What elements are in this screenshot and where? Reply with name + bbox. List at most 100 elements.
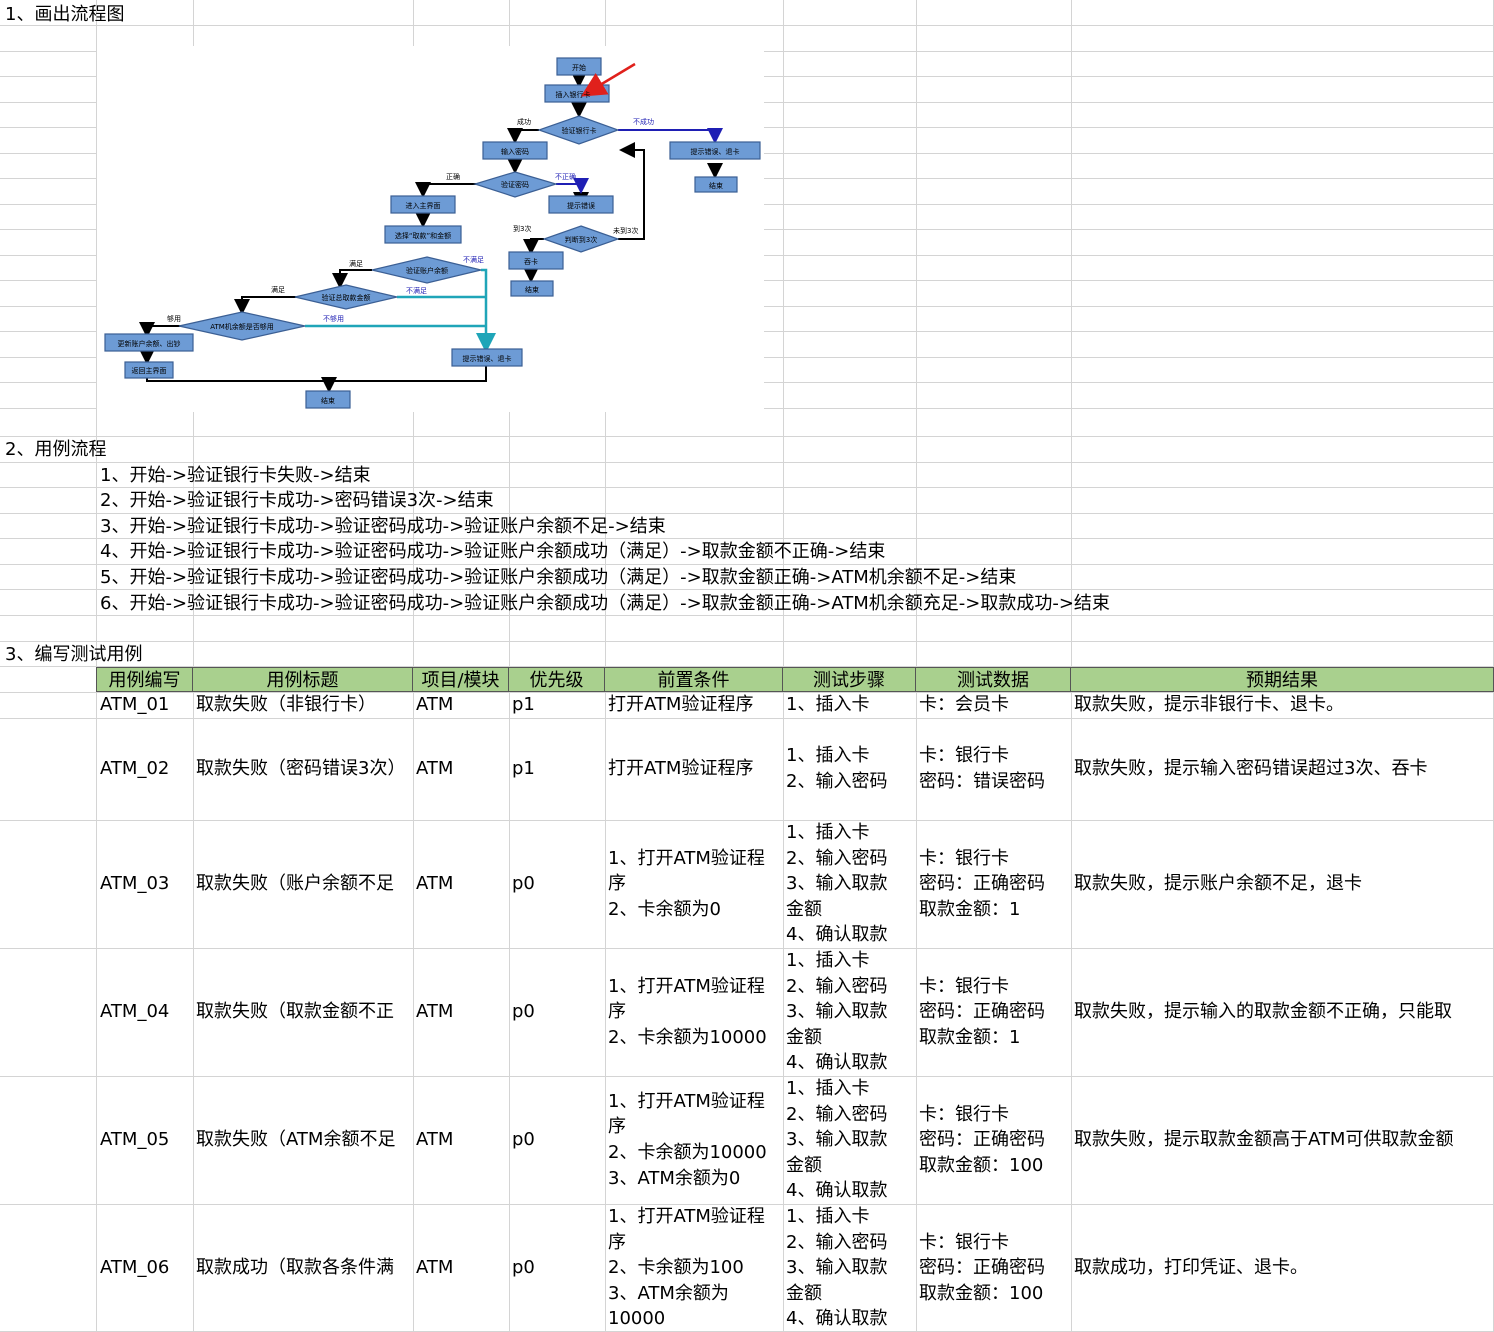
cell-precondition-line: 打开ATM验证程序: [608, 758, 754, 780]
cell-expected[interactable]: 取款失败，提示取款金额高于ATM可供取款金额: [1074, 1127, 1494, 1153]
fc-pwd-err-box: 提示错误: [567, 201, 595, 210]
cell-module-line: ATM: [416, 1129, 454, 1151]
cell-precondition-line: 2、卡余额为0: [608, 898, 721, 920]
cell-case-id[interactable]: ATM_03: [100, 871, 192, 897]
cell-case-id[interactable]: ATM_01: [100, 692, 192, 718]
cell-precondition[interactable]: 1、打开ATM验证程序 2、卡余额为10000: [608, 974, 782, 1051]
cell-steps-line: 2、输入密码: [786, 1103, 888, 1125]
cell-case-id[interactable]: ATM_05: [100, 1127, 192, 1153]
cell-priority-line: p0: [512, 1257, 535, 1279]
cell-priority-line: p1: [512, 758, 535, 780]
cell-priority[interactable]: p0: [512, 999, 604, 1025]
fc-not-reach3: 未到3次: [613, 226, 638, 235]
fc-card-success: 成功: [517, 117, 531, 126]
cell-steps-line: 3、输入取款: [786, 1257, 888, 1279]
cell-test-data[interactable]: 卡：银行卡 密码：正确密码 取款金额：1: [919, 846, 1070, 923]
cell-module[interactable]: ATM: [416, 756, 508, 782]
cell-expected[interactable]: 取款失败，提示非银行卡、退卡。: [1074, 692, 1494, 718]
cell-precondition-line: 2、卡余额为10000: [608, 1026, 767, 1048]
cell-expected[interactable]: 取款失败，提示账户余额不足，退卡: [1074, 871, 1494, 897]
cell-steps-line: 2、输入密码: [786, 975, 888, 997]
cell-case-title[interactable]: 取款失败（账户余额不足: [196, 871, 412, 897]
cell-case-id-line: ATM_02: [100, 758, 170, 780]
cell-test-data[interactable]: 卡：银行卡 密码：正确密码 取款金额：100: [919, 1102, 1070, 1179]
cell-expected-line: 取款失败，提示取款金额高于ATM可供取款金额: [1074, 1129, 1454, 1151]
cell-test-data[interactable]: 卡：银行卡 密码：正确密码 取款金额：100: [919, 1230, 1070, 1307]
cell-steps-line: 1、插入卡: [786, 950, 870, 971]
header-precondition[interactable]: 前置条件: [605, 667, 783, 692]
cell-expected-line: 取款失败，提示账户余额不足，退卡: [1074, 873, 1362, 895]
cell-case-id-line: ATM_05: [100, 1129, 170, 1151]
cell-test-data-line: 取款金额：1: [919, 898, 1021, 920]
cell-case-title[interactable]: 取款失败（非银行卡）: [196, 692, 412, 718]
cell-test-data[interactable]: 卡：银行卡 密码：正确密码 取款金额：1: [919, 974, 1070, 1051]
header-test-data[interactable]: 测试数据: [916, 667, 1071, 692]
cell-module[interactable]: ATM: [416, 692, 508, 718]
cell-steps[interactable]: 1、插入卡 2、输入密码 3、输入取款 金额 4、确认取款: [786, 1076, 915, 1204]
cell-test-data[interactable]: 卡：会员卡: [919, 692, 1070, 718]
cell-priority-line: p0: [512, 1001, 535, 1023]
cell-case-id[interactable]: ATM_04: [100, 999, 192, 1025]
cell-priority[interactable]: p0: [512, 1255, 604, 1281]
cell-steps[interactable]: 1、插入卡: [786, 692, 915, 718]
header-case-title[interactable]: 用例标题: [193, 667, 413, 692]
cell-test-data-line: 卡：银行卡: [919, 975, 1009, 997]
cell-steps[interactable]: 1、插入卡 2、输入密码 3、输入取款 金额 4、确认取款: [786, 948, 915, 1076]
header-case-id[interactable]: 用例编写: [96, 667, 193, 692]
cell-expected[interactable]: 取款失败，提示输入密码错误超过3次、吞卡: [1074, 756, 1494, 782]
cell-case-id-line: ATM_04: [100, 1001, 170, 1023]
cell-steps-line: 4、确认取款: [786, 1052, 888, 1074]
cell-case-title[interactable]: 取款失败（密码错误3次）: [196, 756, 412, 782]
cell-module[interactable]: ATM: [416, 871, 508, 897]
cell-priority-line: p0: [512, 1129, 535, 1151]
cell-precondition[interactable]: 打开ATM验证程序: [608, 692, 782, 718]
cell-steps-line: 1、插入卡: [786, 1078, 870, 1099]
cell-module-line: ATM: [416, 873, 454, 895]
cell-steps-line: 金额: [786, 1154, 822, 1176]
cell-priority[interactable]: p0: [512, 871, 604, 897]
cell-expected-line: 取款失败，提示输入的取款金额不正确，只能取: [1074, 1001, 1452, 1023]
cell-steps-line: 1、插入卡: [786, 694, 870, 716]
cell-module-line: ATM: [416, 694, 454, 716]
flow-line-6: 6、开始->验证银行卡成功->验证密码成功->验证账户余额成功（满足）->取款金…: [100, 593, 1110, 614]
header-priority[interactable]: 优先级: [509, 667, 605, 692]
cell-steps[interactable]: 1、插入卡 2、输入密码 3、输入取款 金额 4、确认取款: [786, 820, 915, 948]
header-module[interactable]: 项目/模块: [413, 667, 509, 692]
cell-case-title[interactable]: 取款失败（取款金额不正: [196, 999, 412, 1025]
header-steps[interactable]: 测试步骤: [783, 667, 916, 692]
cell-module-line: ATM: [416, 758, 454, 780]
cell-test-data-line: 卡：银行卡: [919, 1231, 1009, 1253]
cell-module[interactable]: ATM: [416, 1255, 508, 1281]
cell-expected[interactable]: 取款失败，提示输入的取款金额不正确，只能取: [1074, 999, 1494, 1025]
cell-steps-line: 3、输入取款: [786, 1129, 888, 1151]
cell-precondition[interactable]: 1、打开ATM验证程序 2、卡余额为10000 3、ATM余额为0: [608, 1089, 782, 1191]
cell-module[interactable]: ATM: [416, 999, 508, 1025]
fc-verify-total-label: 验证总取款金额: [322, 293, 371, 302]
cell-module[interactable]: ATM: [416, 1127, 508, 1153]
fc-satisfied-2: 满足: [271, 285, 285, 294]
cell-steps[interactable]: 1、插入卡 2、输入密码: [786, 743, 915, 794]
cell-priority[interactable]: p1: [512, 756, 604, 782]
cell-module-line: ATM: [416, 1257, 454, 1279]
cell-priority[interactable]: p0: [512, 1127, 604, 1153]
cell-precondition-line: 打开ATM验证程序: [608, 694, 754, 716]
cell-case-id[interactable]: ATM_02: [100, 756, 192, 782]
cell-test-data[interactable]: 卡：银行卡 密码：错误密码: [919, 743, 1070, 794]
cell-steps[interactable]: 1、插入卡 2、输入密码 3、输入取款 金额 4、确认取款: [786, 1204, 915, 1332]
cell-case-title[interactable]: 取款成功（取款各条件满: [196, 1255, 412, 1281]
cell-precondition-line: 1、打开ATM验证程: [608, 975, 765, 997]
cell-precondition[interactable]: 打开ATM验证程序: [608, 756, 782, 782]
cell-steps-line: 3、输入取款: [786, 1001, 888, 1023]
fc-pwd-wrong: 不正确: [555, 172, 576, 181]
cell-test-data-line: 密码：正确密码: [919, 1129, 1045, 1151]
cell-priority[interactable]: p1: [512, 692, 604, 718]
cell-expected[interactable]: 取款成功，打印凭证、退卡。: [1074, 1255, 1494, 1281]
cell-case-id[interactable]: ATM_06: [100, 1255, 192, 1281]
cell-case-title-line: 取款失败（账户余额不足: [196, 873, 394, 895]
cell-precondition-line: 10000: [608, 1308, 666, 1330]
cell-precondition[interactable]: 1、打开ATM验证程序 2、卡余额为100 3、ATM余额为 10000: [608, 1204, 782, 1332]
cell-precondition[interactable]: 1、打开ATM验证程序 2、卡余额为0: [608, 846, 782, 923]
cell-case-title[interactable]: 取款失败（ATM余额不足: [196, 1127, 412, 1153]
header-expected[interactable]: 预期结果: [1071, 667, 1494, 692]
cell-steps-line: 4、确认取款: [786, 1180, 888, 1202]
